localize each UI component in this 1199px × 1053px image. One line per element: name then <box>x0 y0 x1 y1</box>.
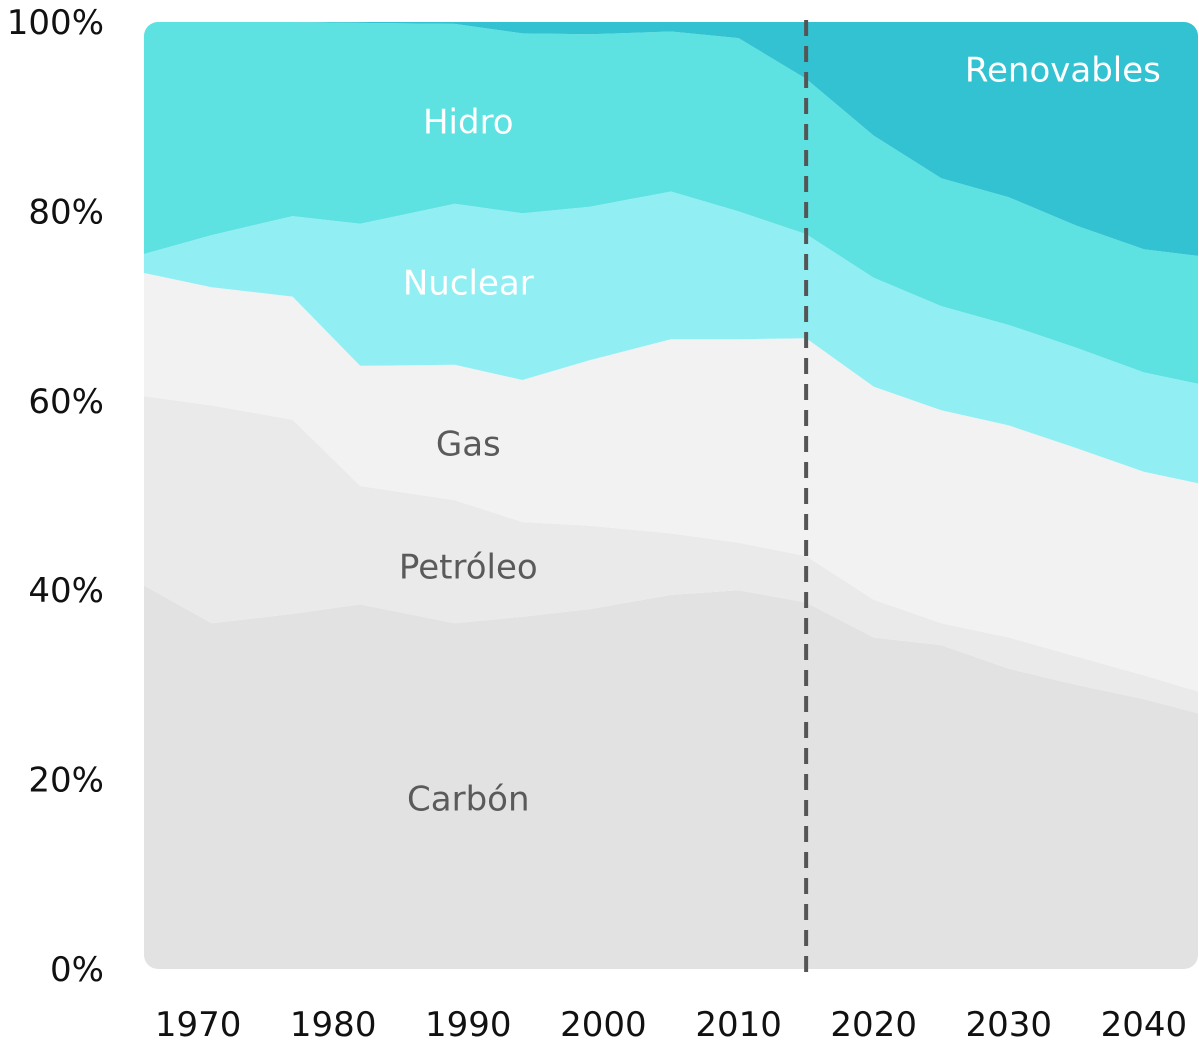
area-petroleo <box>144 396 1198 714</box>
label-gas: Gas <box>436 424 501 464</box>
y-tick-label: 60% <box>28 382 104 422</box>
label-carbon: Carbón <box>407 780 530 820</box>
area-label-group: Carbón Petróleo Gas Nuclear Hidro Renovables <box>399 50 1161 819</box>
label-hidro: Hidro <box>423 102 514 142</box>
x-axis-tick-labels: 1970 1980 1990 2000 2010 2020 2030 2040 <box>155 1005 1187 1045</box>
area-hidro <box>144 22 1198 384</box>
y-tick-label: 40% <box>28 571 104 611</box>
x-tick-label: 1970 <box>155 1005 242 1045</box>
x-tick-label: 2020 <box>830 1005 917 1045</box>
x-tick-label: 2000 <box>560 1005 647 1045</box>
x-tick-label: 2030 <box>966 1005 1053 1045</box>
label-renovables: Renovables <box>965 50 1161 90</box>
y-tick-label: 100% <box>7 3 104 43</box>
x-tick-label: 1990 <box>425 1005 512 1045</box>
y-axis-tick-labels: 0% 20% 40% 60% 80% 100% <box>7 3 104 990</box>
x-tick-label: 2040 <box>1101 1005 1188 1045</box>
area-series-group <box>144 22 1198 969</box>
area-renovables <box>144 22 1198 256</box>
y-tick-label: 0% <box>50 950 104 990</box>
area-nuclear <box>144 191 1198 484</box>
area-carbon <box>144 585 1198 969</box>
y-tick-label: 80% <box>28 192 104 232</box>
area-gas <box>144 273 1198 692</box>
label-nuclear: Nuclear <box>403 263 534 303</box>
x-tick-label: 1980 <box>290 1005 377 1045</box>
label-petroleo: Petróleo <box>399 548 538 588</box>
y-tick-label: 20% <box>28 761 104 801</box>
x-tick-label: 2010 <box>695 1005 782 1045</box>
